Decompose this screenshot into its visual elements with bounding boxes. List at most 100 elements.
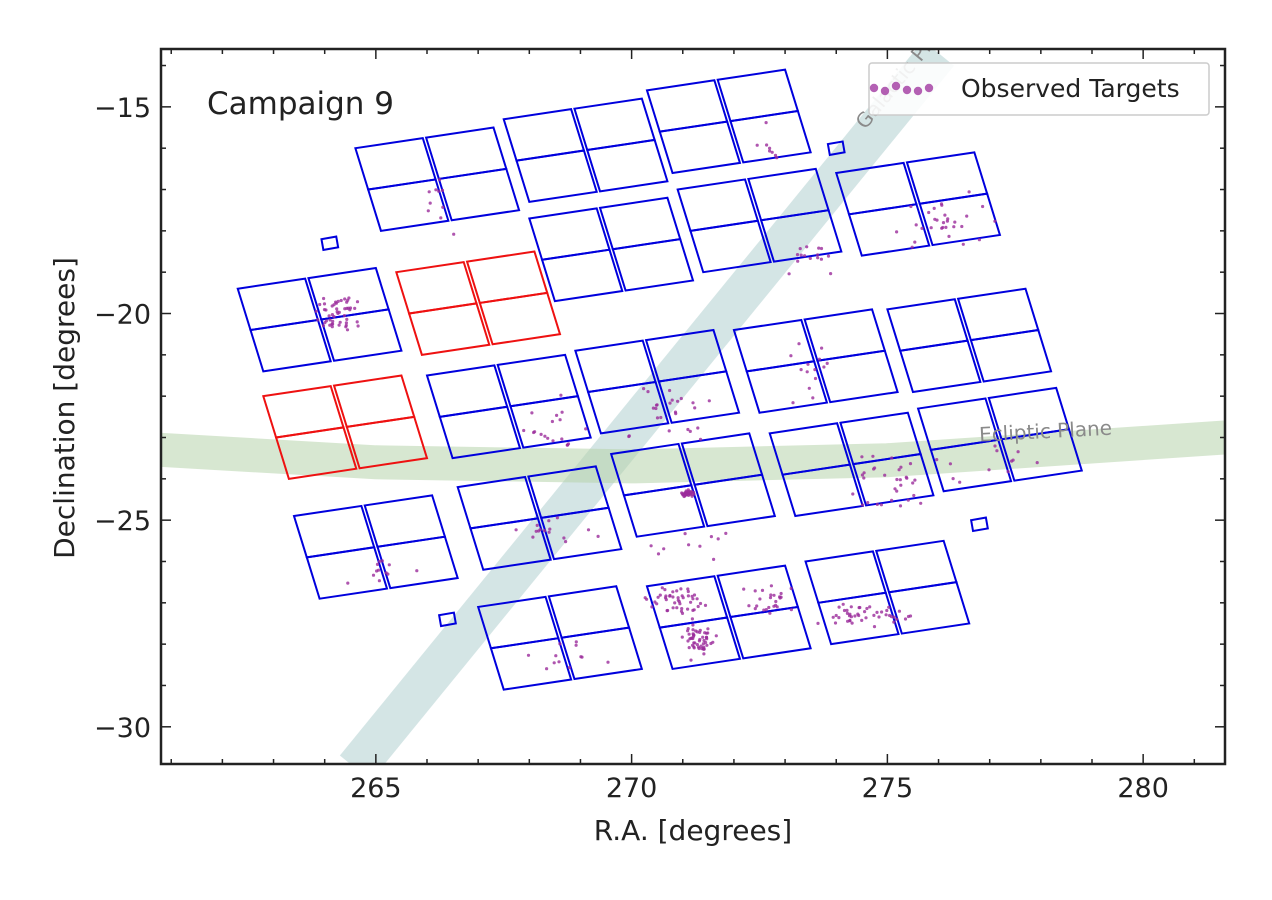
- target-point: [779, 591, 783, 596]
- target-point: [522, 428, 526, 433]
- ccd-module-18: [916, 386, 1084, 493]
- target-point: [558, 418, 562, 422]
- target-point: [880, 610, 884, 614]
- target-point: [328, 323, 332, 327]
- y-tick-label: −25: [94, 506, 151, 537]
- target-point: [888, 613, 892, 618]
- target-point: [558, 642, 562, 646]
- ccd-channel: [407, 302, 491, 356]
- target-point: [543, 434, 547, 438]
- target-point: [322, 308, 327, 312]
- target-point: [654, 406, 658, 411]
- target-point: [695, 643, 700, 647]
- axis-ticks: 265 270 275 280 −30 −25 −20 −15: [94, 49, 1225, 804]
- target-point: [355, 320, 359, 324]
- ccd-modules: [236, 68, 1084, 691]
- target-point: [864, 616, 868, 620]
- ccd-module-14: [292, 494, 459, 600]
- target-point: [712, 557, 716, 562]
- target-point: [1006, 470, 1010, 474]
- target-point: [343, 307, 347, 311]
- target-point: [920, 226, 924, 230]
- target-point: [686, 639, 690, 643]
- target-point: [680, 607, 684, 611]
- target-point: [753, 607, 757, 611]
- target-point: [693, 406, 697, 410]
- target-point: [872, 613, 876, 618]
- ccd-channel: [657, 370, 741, 424]
- target-point: [691, 597, 695, 601]
- target-point: [908, 462, 913, 466]
- ccd-channel: [816, 349, 899, 404]
- target-point: [663, 596, 668, 600]
- ccd-module-15: [456, 465, 623, 571]
- target-point: [426, 209, 430, 213]
- target-point: [995, 449, 999, 453]
- legend: Observed Targets: [868, 62, 1210, 116]
- target-point: [546, 436, 550, 440]
- target-point: [696, 426, 700, 430]
- ccd-channel: [1000, 428, 1084, 482]
- target-point: [691, 401, 695, 405]
- target-point: [724, 531, 728, 536]
- ccd-module-2: [502, 97, 669, 204]
- target-point: [689, 600, 693, 604]
- target-point: [548, 527, 552, 531]
- target-point: [353, 306, 357, 310]
- target-point: [533, 430, 537, 434]
- target-point: [346, 581, 350, 585]
- target-point: [690, 594, 694, 598]
- target-point: [711, 640, 715, 644]
- target-point: [658, 593, 662, 597]
- target-point: [555, 413, 559, 417]
- target-point: [554, 654, 558, 658]
- target-point: [795, 253, 800, 257]
- target-point: [574, 643, 578, 647]
- target-point: [542, 529, 547, 533]
- plot-frame: [159, 47, 1227, 766]
- ccd-module-20: [645, 564, 812, 671]
- target-point: [676, 596, 680, 600]
- target-point: [879, 503, 884, 507]
- target-point: [314, 309, 318, 313]
- target-point: [689, 658, 693, 662]
- target-point: [813, 368, 817, 372]
- target-point: [679, 587, 683, 591]
- target-point: [441, 205, 445, 209]
- target-point: [574, 640, 578, 644]
- target-point: [747, 604, 751, 608]
- target-point: [872, 625, 877, 629]
- target-point: [679, 396, 683, 401]
- chart-title: Campaign 9: [207, 86, 394, 122]
- target-point: [799, 253, 803, 257]
- target-point: [967, 190, 971, 194]
- target-point: [897, 609, 902, 613]
- small-detector-3: [969, 516, 989, 533]
- target-point: [375, 562, 380, 567]
- target-point: [941, 225, 945, 230]
- target-point: [912, 493, 916, 498]
- target-point: [606, 660, 610, 664]
- x-tick-label: 280: [1117, 773, 1169, 804]
- target-point: [829, 272, 833, 276]
- target-point: [702, 638, 706, 643]
- target-point: [671, 590, 675, 594]
- target-point: [758, 597, 762, 601]
- target-point: [789, 608, 794, 612]
- target-point: [338, 320, 342, 324]
- ccd-module-11: [574, 328, 741, 435]
- ccd-channel: [658, 616, 742, 671]
- target-point: [687, 632, 691, 636]
- x-axis-label: R.A. [degrees]: [594, 814, 792, 847]
- target-point: [686, 594, 691, 598]
- target-point: [811, 396, 815, 400]
- target-point: [686, 587, 690, 591]
- small-detector-2: [320, 235, 340, 252]
- ccd-channel: [745, 360, 829, 414]
- y-tick-label: −20: [94, 300, 151, 331]
- target-point: [819, 257, 824, 261]
- target-point: [434, 188, 438, 192]
- target-point: [887, 605, 891, 609]
- target-point: [948, 462, 953, 466]
- target-point: [820, 346, 824, 350]
